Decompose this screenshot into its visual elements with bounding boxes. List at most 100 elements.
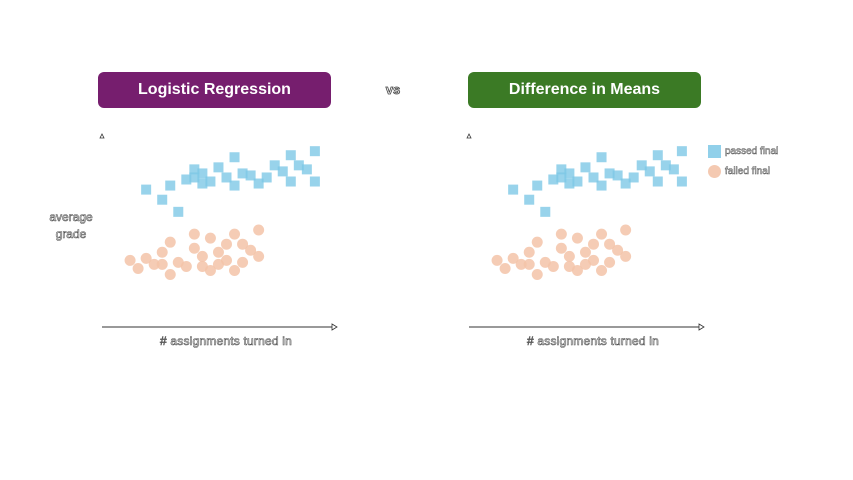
failed-point <box>237 256 249 268</box>
passed-point <box>668 164 679 175</box>
failed-point <box>204 264 216 276</box>
passed-point <box>564 168 575 179</box>
failed-point <box>596 228 608 240</box>
legend: passed final failed final <box>708 141 779 181</box>
x-axis-arrow-icon <box>698 323 705 331</box>
legend-label-failed: failed final <box>725 165 771 177</box>
passed-point <box>676 146 687 157</box>
failed-point <box>596 264 608 276</box>
failed-point <box>204 232 216 244</box>
passed-point <box>660 160 671 171</box>
passed-point <box>157 194 168 205</box>
passed-point <box>524 194 535 205</box>
left-plot-svg <box>99 133 338 331</box>
left-x-axis-label: # assignments turned in <box>160 334 293 349</box>
failed-point <box>132 262 144 274</box>
failed-point <box>531 269 543 281</box>
passed-point <box>221 172 232 183</box>
legend-label-passed: passed final <box>725 145 779 157</box>
failed-point <box>620 224 632 236</box>
passed-point <box>301 164 312 175</box>
failed-point <box>221 254 232 266</box>
failed-point <box>188 228 200 240</box>
passed-point <box>285 176 296 187</box>
failed-point <box>620 250 632 262</box>
passed-point <box>309 146 320 157</box>
failed-point <box>180 260 192 272</box>
passed-point <box>309 176 320 187</box>
failed-point <box>571 232 583 244</box>
passed-point <box>189 172 200 183</box>
passed-point <box>540 206 551 217</box>
passed-point <box>644 166 655 177</box>
passed-point <box>197 178 208 189</box>
logistic-regression-title: Logistic Regression <box>98 72 331 108</box>
failed-point <box>579 246 591 258</box>
failed-point <box>491 254 503 266</box>
passed-point <box>572 176 583 187</box>
failed-point <box>604 256 616 268</box>
failed-point <box>221 238 232 250</box>
y-axis-label: average grade <box>49 210 93 242</box>
vs-label: vs <box>385 82 401 98</box>
failed-point <box>237 238 249 250</box>
passed-point <box>620 178 631 189</box>
passed-point <box>205 176 216 187</box>
passed-point <box>548 174 559 185</box>
failed-point <box>245 244 257 256</box>
failed-point <box>164 269 176 281</box>
difference-in-means-plot <box>463 125 713 350</box>
failed-point <box>229 228 241 240</box>
passed-point <box>604 168 615 179</box>
failed-point <box>523 246 535 258</box>
failed-point <box>547 260 559 272</box>
failed-point <box>253 224 265 236</box>
failed-point <box>523 258 535 270</box>
failed-point <box>588 254 599 266</box>
logistic-regression-plot <box>96 125 346 350</box>
passed-point <box>237 168 248 179</box>
legend-item-failed: failed final <box>708 161 778 181</box>
passed-point <box>556 172 567 183</box>
right-x-axis-label: # assignments turned in <box>527 334 660 349</box>
right-plot-svg <box>466 133 705 331</box>
failed-point <box>253 250 265 262</box>
passed-point <box>229 152 240 163</box>
passed-point <box>181 174 192 185</box>
passed-point <box>588 172 599 183</box>
passed-point <box>676 176 687 187</box>
failed-point <box>196 250 208 262</box>
passed-point <box>612 170 623 181</box>
x-axis-arrow-icon <box>331 323 338 331</box>
passed-point <box>556 164 567 175</box>
passed-point <box>213 162 224 173</box>
passed-point <box>652 176 663 187</box>
y-axis-arrow-icon <box>466 133 472 139</box>
passed-point <box>596 152 607 163</box>
passed-point <box>197 168 208 179</box>
failed-point <box>555 242 567 254</box>
passed-point <box>173 206 184 217</box>
passed-point <box>229 180 240 191</box>
failed-point <box>156 246 168 258</box>
passed-point <box>189 164 200 175</box>
passed-point <box>564 178 575 189</box>
passed-point <box>261 172 272 183</box>
passed-point <box>253 178 264 189</box>
failed-point <box>148 258 160 270</box>
passed-point <box>636 160 647 171</box>
failed-point <box>531 236 543 248</box>
passed-point <box>165 180 176 191</box>
failed-point <box>515 258 527 270</box>
failed-point <box>156 258 168 270</box>
failed-point <box>140 252 152 264</box>
failed-point <box>124 254 136 266</box>
failed-point <box>555 228 567 240</box>
passed-point <box>245 170 256 181</box>
y-axis-arrow-icon <box>99 133 105 139</box>
failed-point <box>612 244 624 256</box>
failed-point <box>164 236 176 248</box>
passed-point <box>596 180 607 191</box>
square-marker-icon <box>708 144 721 158</box>
passed-point <box>628 172 639 183</box>
